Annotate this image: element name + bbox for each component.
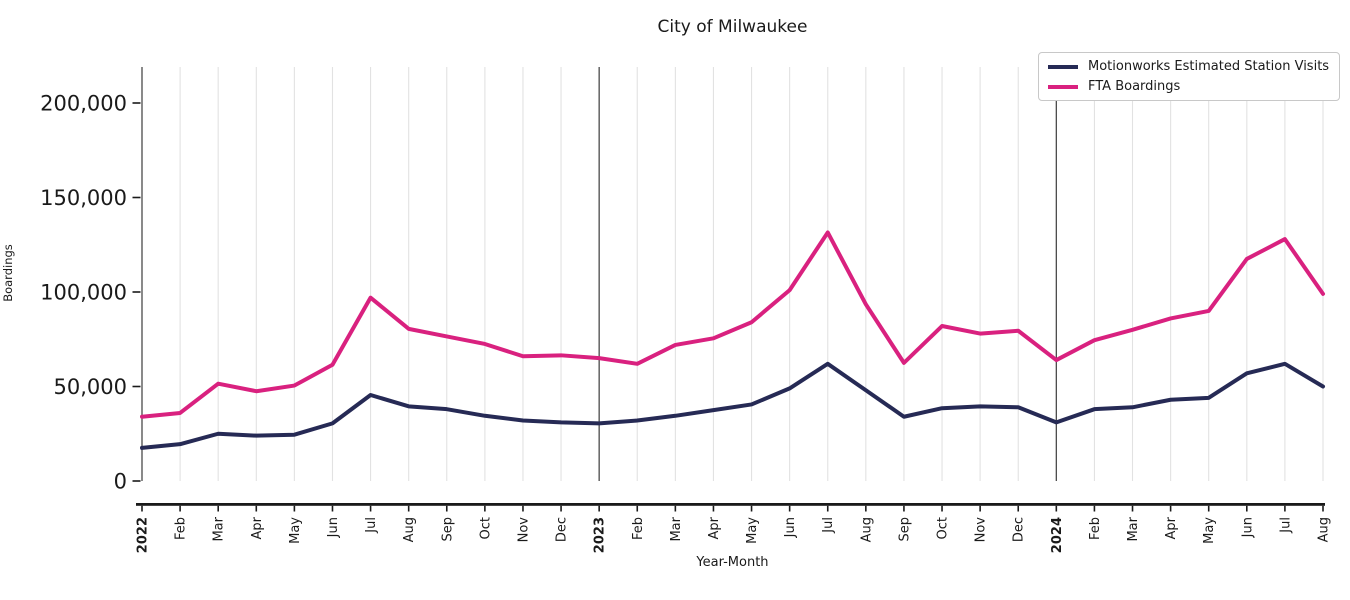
x-tick-label-month: Aug bbox=[859, 517, 874, 542]
y-tick-label: 150,000 bbox=[40, 186, 127, 210]
x-tick-label-year: 2022 bbox=[136, 517, 151, 553]
x-tick-label-month: Apr bbox=[707, 516, 722, 539]
y-tick-label: 200,000 bbox=[40, 92, 127, 116]
y-tick-label: 50,000 bbox=[54, 375, 127, 399]
x-axis-spine bbox=[136, 503, 1325, 506]
x-tick-label-month: Mar bbox=[212, 516, 227, 541]
x-tick-label-month: May bbox=[288, 517, 303, 544]
x-tick-label-month: Nov bbox=[974, 517, 989, 543]
x-tick-label-month: Jun bbox=[783, 517, 798, 538]
x-tick-label-month: Feb bbox=[174, 517, 189, 540]
legend: Motionworks Estimated Station Visits FTA… bbox=[1038, 52, 1341, 101]
x-tick-label-month: Jul bbox=[364, 517, 379, 534]
legend-label-motionworks: Motionworks Estimated Station Visits bbox=[1088, 59, 1330, 74]
x-tick-label-month: Sep bbox=[440, 517, 455, 542]
fta-series-line bbox=[140, 230, 1325, 419]
x-tick-label-month: Jun bbox=[1240, 517, 1255, 538]
y-axis-label: Boardings bbox=[1, 244, 15, 302]
x-tick-label-month: May bbox=[1202, 517, 1217, 544]
x-axis-label: Year-Month bbox=[696, 555, 769, 570]
x-tick-label-month: Jul bbox=[821, 517, 836, 534]
x-tick-label-month: May bbox=[745, 517, 760, 544]
x-tick-label-month: Oct bbox=[936, 517, 951, 539]
x-tick-label-month: Oct bbox=[478, 517, 493, 539]
x-tick-label-month: Mar bbox=[669, 516, 684, 541]
x-tick-label-month: Apr bbox=[250, 516, 265, 539]
legend-item-fta: FTA Boardings bbox=[1048, 79, 1329, 94]
x-tick-label-month: Dec bbox=[1012, 517, 1027, 542]
x-tick-label-month: Nov bbox=[516, 517, 531, 543]
x-tick-label-month: Mar bbox=[1126, 516, 1141, 541]
x-tick-label-month: Jun bbox=[326, 517, 341, 538]
x-tick-label-year: 2023 bbox=[593, 517, 608, 553]
x-tick-label-month: Jul bbox=[1278, 517, 1293, 534]
fta-line-swatch bbox=[1048, 84, 1078, 89]
x-tick-label-month: Sep bbox=[897, 517, 912, 542]
y-tick-label: 0 bbox=[114, 470, 127, 494]
y-tick-label: 100,000 bbox=[40, 281, 127, 305]
x-tick-label-month: Dec bbox=[555, 517, 570, 542]
motionworks-series-line bbox=[140, 361, 1325, 450]
x-tick-label-month: Feb bbox=[1088, 517, 1103, 540]
x-tick-label-month: Aug bbox=[1317, 517, 1332, 542]
x-tick-label-year: 2024 bbox=[1050, 517, 1065, 553]
chart-title: City of Milwaukee bbox=[657, 17, 808, 37]
motionworks-line-swatch bbox=[1048, 64, 1078, 69]
legend-item-motionworks: Motionworks Estimated Station Visits bbox=[1048, 59, 1329, 74]
x-tick-label-month: Feb bbox=[631, 517, 646, 540]
legend-label-fta: FTA Boardings bbox=[1088, 79, 1181, 94]
x-tick-label-month: Apr bbox=[1164, 516, 1179, 539]
x-tick-label-month: Aug bbox=[402, 517, 417, 542]
